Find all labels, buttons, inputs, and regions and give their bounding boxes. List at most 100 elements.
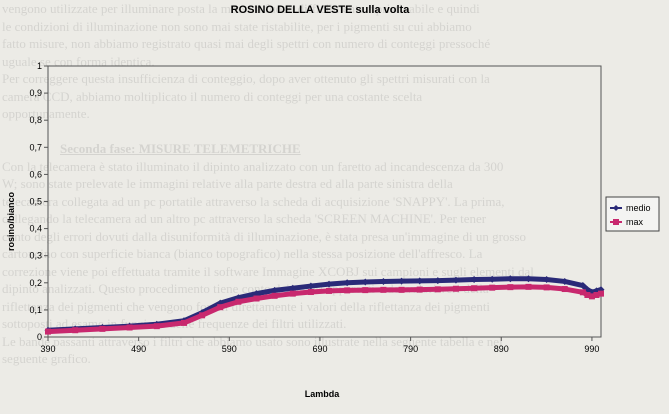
y-tick-label: 1 bbox=[37, 61, 42, 71]
legend-marker-square bbox=[613, 219, 619, 225]
data-point-medio bbox=[506, 275, 514, 283]
x-tick-label: 990 bbox=[584, 344, 599, 354]
data-point-max bbox=[561, 286, 568, 293]
y-tick-label: 0,9 bbox=[29, 88, 42, 98]
x-tick-label: 890 bbox=[494, 344, 509, 354]
data-point-max bbox=[416, 286, 423, 293]
data-point-max bbox=[72, 327, 79, 334]
data-point-max bbox=[362, 287, 369, 294]
data-point-max bbox=[271, 292, 278, 299]
data-point-medio bbox=[470, 276, 478, 284]
y-tick-label: 0,8 bbox=[29, 115, 42, 125]
data-point-max bbox=[489, 284, 496, 291]
data-point-medio bbox=[524, 275, 532, 283]
y-tick-label: 0,7 bbox=[29, 142, 42, 152]
y-tick-label: 0 bbox=[37, 332, 42, 342]
background-text-line: camera CCD, abbiamo moltiplicato il nume… bbox=[2, 88, 423, 104]
x-tick-label: 790 bbox=[403, 344, 418, 354]
y-tick-label: 0,4 bbox=[29, 224, 42, 234]
data-point-max bbox=[344, 287, 351, 294]
y-tick-label: 0,1 bbox=[29, 305, 42, 315]
data-point-max bbox=[398, 286, 405, 293]
data-point-medio bbox=[543, 276, 551, 284]
data-point-max bbox=[99, 325, 106, 332]
background-text-line: W; sono state prelevate le immagini rela… bbox=[2, 176, 453, 191]
data-point-medio bbox=[561, 277, 569, 285]
legend-item-medio: medio bbox=[610, 203, 651, 213]
data-point-max bbox=[180, 319, 187, 326]
background-text-line: uguale se con forma identica. bbox=[2, 53, 155, 69]
data-point-max bbox=[471, 285, 478, 292]
data-point-medio bbox=[434, 277, 442, 285]
data-point-max bbox=[525, 283, 532, 290]
data-point-medio bbox=[325, 280, 333, 288]
background-text-line: telecamera collegata ad un pc portatile … bbox=[2, 193, 505, 209]
legend: medio max bbox=[605, 196, 660, 232]
data-point-max bbox=[584, 291, 591, 298]
x-axis: 390 490 590 690 790 890 990 bbox=[40, 337, 599, 354]
background-text-line: Seconda fase: MISURE TELEMETRICHE bbox=[60, 141, 301, 156]
x-tick-label: 590 bbox=[222, 344, 237, 354]
data-point-medio bbox=[452, 276, 460, 284]
x-tick-label: 490 bbox=[131, 344, 146, 354]
y-tick-label: 0,3 bbox=[29, 251, 42, 261]
data-point-medio bbox=[361, 278, 369, 286]
x-tick-label: 390 bbox=[40, 344, 55, 354]
series-layer bbox=[44, 275, 605, 335]
x-axis-label: Lambda bbox=[305, 389, 341, 399]
data-point-max bbox=[579, 289, 586, 296]
data-point-max bbox=[543, 284, 550, 291]
legend-box bbox=[605, 196, 660, 232]
y-tick-label: 0,2 bbox=[29, 278, 42, 288]
data-point-max bbox=[126, 324, 133, 331]
x-tick-label: 690 bbox=[312, 344, 327, 354]
data-point-medio bbox=[343, 279, 351, 287]
series-max bbox=[45, 283, 604, 335]
background-text-line: seguente grafico. bbox=[2, 351, 91, 366]
background-text-line: opportunamente. bbox=[2, 106, 90, 121]
background-text-line: le condizioni di illuminazione non sono … bbox=[2, 18, 472, 34]
data-point-medio bbox=[253, 290, 261, 298]
data-point-max bbox=[217, 304, 224, 311]
background-text-line: collegando la telecamera ad un altro pc … bbox=[2, 211, 487, 226]
background-text-line: correzione viene poi effettuata tramite … bbox=[2, 263, 534, 279]
background-text-line: vengono utilizzate per illuminare posta … bbox=[2, 1, 480, 16]
data-point-medio bbox=[271, 286, 279, 294]
data-point-medio bbox=[416, 277, 424, 285]
y-tick-label: 0,5 bbox=[29, 197, 42, 207]
data-point-max bbox=[588, 293, 595, 300]
plot-area bbox=[47, 65, 602, 338]
data-point-max bbox=[507, 284, 514, 291]
data-point-max bbox=[253, 295, 260, 302]
background-text-line: Per correggere questa insufficienza di c… bbox=[2, 71, 490, 86]
data-point-max bbox=[326, 287, 333, 294]
legend-marker-diamond bbox=[613, 205, 619, 211]
data-point-max bbox=[593, 291, 600, 298]
y-axis: 0 0,1 0,2 0,3 0,4 0,5 0,6 0,7 0,8 0,9 1 bbox=[29, 61, 48, 342]
background-text-line: cartoncino con superficie bianca (bianco… bbox=[2, 246, 483, 261]
series-line-max bbox=[47, 284, 602, 335]
background-text-line: riflettanza dei pigmenti che vengono for… bbox=[2, 298, 491, 314]
legend-label: medio bbox=[626, 203, 651, 213]
data-point-medio bbox=[379, 277, 387, 285]
legend-item-max: max bbox=[610, 217, 644, 227]
legend-label: max bbox=[626, 217, 644, 227]
y-tick-label: 0,6 bbox=[29, 169, 42, 179]
background-text-line: Con la telecamera è stato illuminato il … bbox=[2, 158, 504, 174]
data-point-max bbox=[45, 328, 51, 335]
y-axis-label: rosino/bianco bbox=[6, 192, 16, 252]
data-point-medio bbox=[488, 275, 496, 283]
data-point-max bbox=[434, 286, 441, 293]
background-text-line: conto degli errori dovuti dalla disunifo… bbox=[2, 228, 527, 244]
data-point-max bbox=[235, 298, 242, 305]
background-text-line: fatto misure, non abbiamo registrato qua… bbox=[2, 36, 491, 51]
data-point-max bbox=[452, 285, 459, 292]
data-point-max bbox=[153, 323, 160, 330]
data-point-max bbox=[598, 290, 604, 297]
data-point-max bbox=[380, 286, 387, 293]
data-point-max bbox=[199, 312, 206, 319]
chart-title: ROSINO DELLA VESTE sulla volta bbox=[231, 4, 411, 16]
data-point-medio bbox=[579, 282, 587, 290]
data-point-max bbox=[307, 289, 314, 296]
